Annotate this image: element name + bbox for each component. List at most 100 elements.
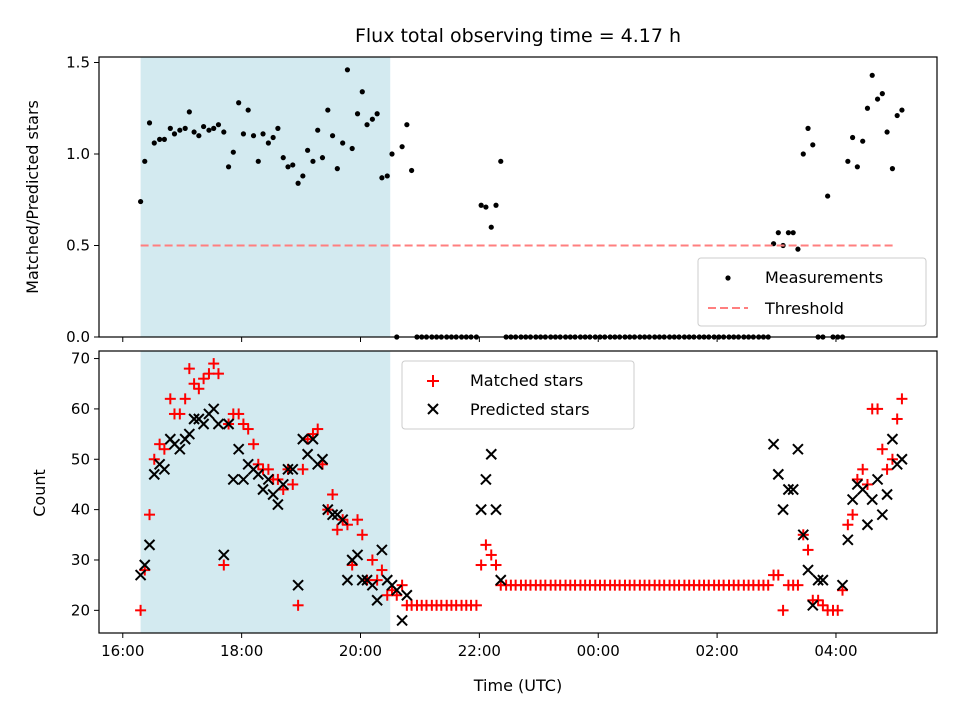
measurement-point	[889, 166, 896, 172]
bottom-axes-frame	[98, 350, 938, 634]
matched-star-point	[817, 599, 829, 611]
measurement-point	[161, 136, 167, 142]
predicted-star-point	[871, 473, 884, 486]
predicted-star-point	[212, 418, 225, 430]
measurement-point	[151, 140, 157, 146]
predicted-star-point	[143, 539, 156, 551]
predicted-star-point	[881, 488, 893, 501]
measurement-point	[775, 230, 781, 236]
predicted-star-point	[485, 448, 497, 460]
predicted-star-point	[495, 574, 507, 586]
predicted-star-point	[401, 589, 413, 601]
matched-star-point	[248, 438, 260, 450]
predicted-star-point	[836, 579, 849, 591]
matched-star-point	[208, 358, 220, 370]
matched-star-point	[179, 393, 191, 405]
bottom-legend: Matched stars Predicted stars	[401, 360, 635, 430]
measurement-point	[280, 155, 286, 161]
matched-star-point	[872, 403, 884, 415]
predicted-star-point	[396, 614, 408, 627]
predicted-star-point	[237, 473, 250, 486]
predicted-star-point	[326, 508, 339, 521]
matched-star-point	[297, 463, 309, 475]
measurement-point	[790, 230, 796, 236]
legend-measurements-label: Measurements	[765, 268, 883, 287]
matched-star-point	[193, 383, 205, 395]
matched-star-point	[891, 413, 903, 425]
measurement-point	[869, 72, 875, 78]
measurement-point	[349, 145, 355, 152]
measurement-point	[334, 166, 340, 172]
measurement-point	[379, 175, 385, 181]
measurement-point	[305, 147, 311, 153]
predicted-star-point	[817, 574, 829, 586]
predicted-star-point	[807, 599, 819, 612]
predicted-star-point	[846, 493, 859, 506]
predicted-star-point	[301, 448, 314, 460]
predicted-star-point	[267, 488, 279, 501]
matched-star-point	[154, 438, 166, 450]
bottom-y-axis-label: Count	[30, 469, 49, 517]
matched-star-point	[218, 559, 230, 571]
predicted-star-point	[297, 433, 309, 445]
legend-matched-label: Matched stars	[470, 371, 583, 390]
measurement-point	[384, 173, 390, 179]
predicted-star-point	[797, 529, 809, 541]
measurement-point	[344, 67, 351, 73]
predicted-star-point	[227, 473, 240, 486]
legend-dot-marker	[725, 275, 731, 281]
measurement-point	[409, 167, 415, 174]
predicted-star-point	[188, 413, 200, 425]
predicted-star-point	[351, 549, 364, 561]
chart-title: Flux total observing time = 4.17 h	[355, 25, 681, 47]
bottom-y-tick-label: 30	[71, 551, 90, 569]
matched-star-point	[203, 368, 215, 380]
measurement-point	[138, 198, 144, 205]
x-tick-label: 16:00	[101, 642, 144, 660]
predicted-star-point	[886, 433, 899, 445]
measurement-point	[319, 155, 326, 161]
predicted-star-point	[490, 503, 502, 516]
bottom-y-tick-label: 20	[71, 601, 90, 619]
measurement-point	[864, 105, 871, 111]
matched-star-point	[366, 554, 378, 566]
measurement-point	[186, 109, 192, 115]
predicted-star-point	[257, 483, 269, 496]
top-legend: Measurements Threshold	[697, 257, 927, 327]
x-tick-label: 02:00	[695, 642, 738, 660]
measurement-point	[260, 131, 266, 137]
matched-star-point	[352, 514, 364, 526]
predicted-star-point	[802, 564, 814, 576]
measurement-point	[483, 204, 489, 210]
measurement-point	[825, 193, 831, 199]
predicted-star-point	[292, 579, 304, 591]
measurement-point	[884, 129, 890, 135]
measurement-point	[255, 158, 261, 164]
top-y-tick-label: 1.0	[66, 145, 90, 163]
predicted-star-point	[857, 483, 869, 496]
predicted-star-point	[232, 443, 245, 455]
matched-star-point	[287, 478, 299, 490]
matched-star-point	[144, 509, 156, 521]
matched-star-point	[842, 519, 854, 531]
bottom-y-tick-label: 60	[71, 400, 90, 418]
top-legend-frame	[697, 257, 927, 327]
measurement-point	[364, 122, 370, 128]
observing-window-shade	[140, 57, 391, 337]
matched-star-point	[233, 408, 245, 420]
measurement-point	[785, 230, 792, 236]
bottom-legend-frame	[401, 360, 635, 430]
matched-star-point	[188, 378, 200, 390]
legend-threshold-label: Threshold	[764, 299, 844, 318]
predicted-star-point	[307, 433, 319, 445]
matched-star-point	[857, 463, 869, 475]
measurement-point	[191, 129, 197, 135]
x-tick-label: 00:00	[577, 642, 620, 660]
x-tick-label: 22:00	[458, 642, 501, 660]
matched-star-point	[174, 408, 186, 420]
predicted-star-point	[336, 513, 349, 526]
legend-predicted-label: Predicted stars	[470, 400, 590, 419]
predicted-star-point	[480, 473, 492, 486]
top-y-tick-label: 0.5	[66, 236, 90, 254]
